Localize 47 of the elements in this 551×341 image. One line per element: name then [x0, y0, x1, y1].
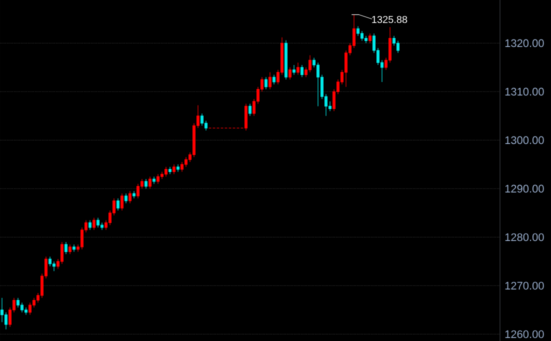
candlestick — [128, 190, 132, 204]
candlestick — [60, 242, 64, 264]
annotation: 1325.88 — [372, 16, 408, 24]
candlestick — [168, 166, 172, 174]
candlestick — [92, 217, 96, 230]
candlestick — [156, 174, 160, 184]
candlestick — [368, 33, 372, 44]
candlestick — [124, 193, 128, 204]
candlestick — [264, 76, 268, 90]
y-tick-label: 1320.00 — [505, 39, 544, 48]
candlestick — [120, 193, 124, 211]
candlestick — [64, 242, 68, 254]
candlestick — [88, 220, 92, 230]
y-tick-label: 1290.00 — [505, 184, 544, 193]
y-tick-label: 1280.00 — [505, 233, 544, 242]
y-tick-label: 1270.00 — [505, 282, 544, 290]
candlestick — [100, 222, 104, 230]
candlestick — [164, 166, 168, 177]
candlestick — [144, 178, 148, 189]
candlestick — [72, 244, 76, 252]
candlestick — [96, 217, 100, 228]
candlestick — [356, 26, 360, 36]
candlestick — [148, 176, 152, 189]
y-tick-label: 1310.00 — [505, 88, 544, 96]
candlestick — [288, 67, 292, 80]
candlestick — [296, 62, 300, 75]
candlestick — [28, 302, 32, 316]
y-tick-label: 1260.00 — [505, 330, 544, 338]
candlestick — [48, 256, 52, 267]
candlestick — [300, 64, 304, 78]
candlestick — [396, 40, 400, 54]
candlestick — [20, 302, 24, 313]
candlestick — [176, 164, 180, 172]
candlestick — [132, 190, 136, 199]
candlestick — [292, 64, 296, 75]
y-tick-label: 1300.00 — [505, 136, 544, 144]
candlestick — [244, 104, 248, 131]
candlestick — [272, 74, 276, 85]
candlestick — [184, 156, 188, 168]
candlestick — [116, 198, 120, 211]
candlestick — [308, 55, 312, 73]
candlestick — [268, 72, 272, 90]
candlestick — [68, 244, 72, 254]
candlestick — [152, 176, 156, 184]
candlestick — [172, 164, 176, 174]
candlestick — [284, 40, 288, 80]
candlestick — [248, 104, 252, 116]
